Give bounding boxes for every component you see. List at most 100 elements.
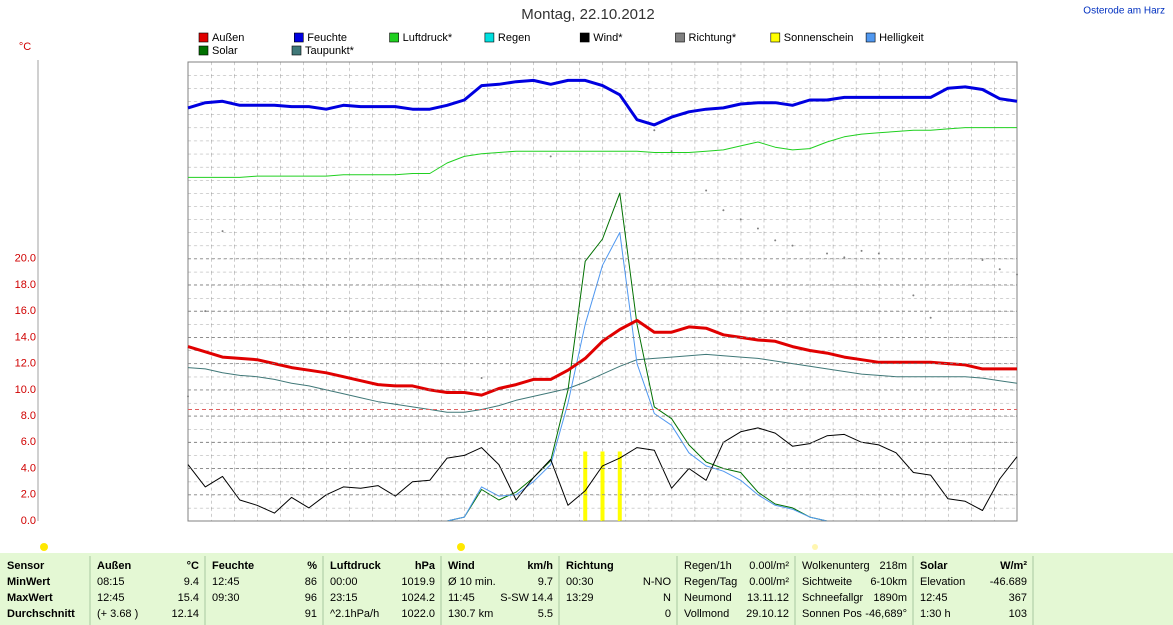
legend-label: Taupunkt* bbox=[305, 45, 355, 57]
cell-label: Feuchte bbox=[212, 560, 254, 572]
series-dot bbox=[187, 395, 189, 398]
y-tick-label: 12.0 bbox=[15, 358, 36, 370]
cell-label: Ø 10 min. bbox=[448, 576, 496, 588]
series-dot bbox=[774, 239, 777, 242]
cell-value: 5.5 bbox=[538, 608, 553, 620]
legend-label: Helligkeit bbox=[879, 32, 924, 44]
series-line bbox=[188, 127, 1017, 178]
cell-value: 9.7 bbox=[538, 576, 553, 588]
series-dot bbox=[929, 316, 932, 319]
cell-label: Richtung bbox=[566, 560, 614, 572]
sun-icon bbox=[40, 543, 48, 551]
cell-label: Solar bbox=[920, 560, 948, 572]
legend-label: Sonnenschein bbox=[784, 32, 854, 44]
series-dot bbox=[670, 150, 673, 153]
series-dot bbox=[877, 252, 880, 255]
cell-value: 367 bbox=[1009, 592, 1027, 604]
series-dot bbox=[860, 249, 863, 252]
y-tick-label: 0.0 bbox=[21, 515, 36, 527]
cell-label: Luftdruck bbox=[330, 560, 382, 572]
y-tick-label: 18.0 bbox=[15, 279, 36, 291]
series-dot bbox=[705, 189, 708, 192]
cell-label: 130.7 km bbox=[448, 608, 493, 620]
series-line bbox=[446, 232, 828, 522]
series-dot bbox=[739, 218, 742, 221]
cell-extra: S-SW bbox=[500, 592, 529, 604]
cell-value: -46,689° bbox=[865, 608, 907, 620]
legend-swatch bbox=[675, 32, 685, 43]
cell-value: 29.10.12 bbox=[746, 608, 789, 620]
cell-label: ^2.1hPa/h bbox=[330, 608, 379, 620]
cell-label: MinWert bbox=[7, 576, 51, 588]
sun-bar bbox=[600, 451, 605, 521]
cell-label: 11:45 bbox=[448, 592, 475, 604]
cell-value: N bbox=[663, 592, 671, 604]
cell-label: 00:30 bbox=[566, 576, 594, 588]
chart-title: Montag, 22.10.2012 bbox=[521, 6, 654, 23]
cell-label: Wind bbox=[448, 560, 475, 572]
series-dot bbox=[549, 155, 552, 158]
cell-value: 103 bbox=[1009, 608, 1027, 620]
series-dot bbox=[912, 294, 915, 297]
cell-label: 13:29 bbox=[566, 592, 594, 604]
cell-value: 0 bbox=[665, 608, 671, 620]
series-dot bbox=[791, 244, 794, 247]
legend-label: Luftdruck* bbox=[403, 32, 453, 44]
legend-label: Regen bbox=[498, 32, 530, 44]
y-axis-unit: °C bbox=[19, 41, 31, 53]
y-tick-label: 2.0 bbox=[21, 489, 36, 501]
cell-label: Neumond bbox=[684, 592, 732, 604]
series-dot bbox=[653, 129, 656, 132]
series-dot bbox=[826, 252, 829, 255]
cell-label: 00:00 bbox=[330, 576, 358, 588]
cell-label: Sensor bbox=[7, 560, 45, 572]
y-tick-label: 4.0 bbox=[21, 462, 36, 474]
cell-value: 86 bbox=[305, 576, 317, 588]
legend-label: Feuchte bbox=[307, 32, 347, 44]
cell-value: °C bbox=[187, 560, 199, 572]
cell-value: 1019.9 bbox=[401, 576, 435, 588]
legend-swatch bbox=[198, 45, 209, 56]
cell-label: Sonnen Pos bbox=[802, 608, 862, 620]
legend-label: Richtung* bbox=[689, 32, 737, 44]
series-dot bbox=[843, 256, 846, 259]
legend-swatch bbox=[291, 45, 302, 56]
series-dot bbox=[204, 310, 207, 313]
legend-swatch bbox=[770, 32, 781, 43]
series-line bbox=[187, 78, 1018, 127]
cell-value: km/h bbox=[527, 560, 553, 572]
cell-value: % bbox=[307, 560, 317, 572]
cell-value: 96 bbox=[305, 592, 317, 604]
legend-label: Wind* bbox=[593, 32, 623, 44]
cell-value: 13.11.12 bbox=[747, 592, 789, 604]
cell-label: 23:15 bbox=[330, 592, 358, 604]
cell-value: 91 bbox=[305, 608, 317, 620]
cell-value: 1022.0 bbox=[401, 608, 435, 620]
legend-swatch bbox=[579, 32, 590, 43]
cell-label: Wolkenunterg bbox=[802, 560, 870, 572]
cell-label: Elevation bbox=[920, 576, 965, 588]
cell-label: 1:30 h bbox=[920, 608, 951, 620]
cell-label: Außen bbox=[97, 560, 132, 572]
series-dot bbox=[756, 227, 759, 230]
y-tick-label: 16.0 bbox=[15, 305, 36, 317]
cell-value: 0.00l/m² bbox=[749, 560, 789, 572]
y-tick-label: 8.0 bbox=[21, 410, 36, 422]
cell-label: MaxWert bbox=[7, 592, 53, 604]
cell-label: 09:30 bbox=[212, 592, 240, 604]
series-dot bbox=[480, 377, 483, 380]
y-tick-label: 20.0 bbox=[15, 253, 36, 265]
cell-value: 9.4 bbox=[184, 576, 199, 588]
cell-label: 12:45 bbox=[97, 592, 125, 604]
cell-label: Schneefallgr bbox=[802, 592, 863, 604]
series-dot bbox=[722, 209, 725, 212]
series-dot bbox=[221, 230, 224, 233]
legend-swatch bbox=[865, 32, 876, 43]
series-dot bbox=[1016, 273, 1018, 276]
series-dot bbox=[981, 259, 984, 262]
cell-label: 08:15 bbox=[97, 576, 125, 588]
cell-label: Durchschnitt bbox=[7, 608, 75, 620]
cell-value: N-NO bbox=[643, 576, 672, 588]
legend-swatch bbox=[198, 32, 209, 43]
cell-value: 6-10km bbox=[870, 576, 907, 588]
